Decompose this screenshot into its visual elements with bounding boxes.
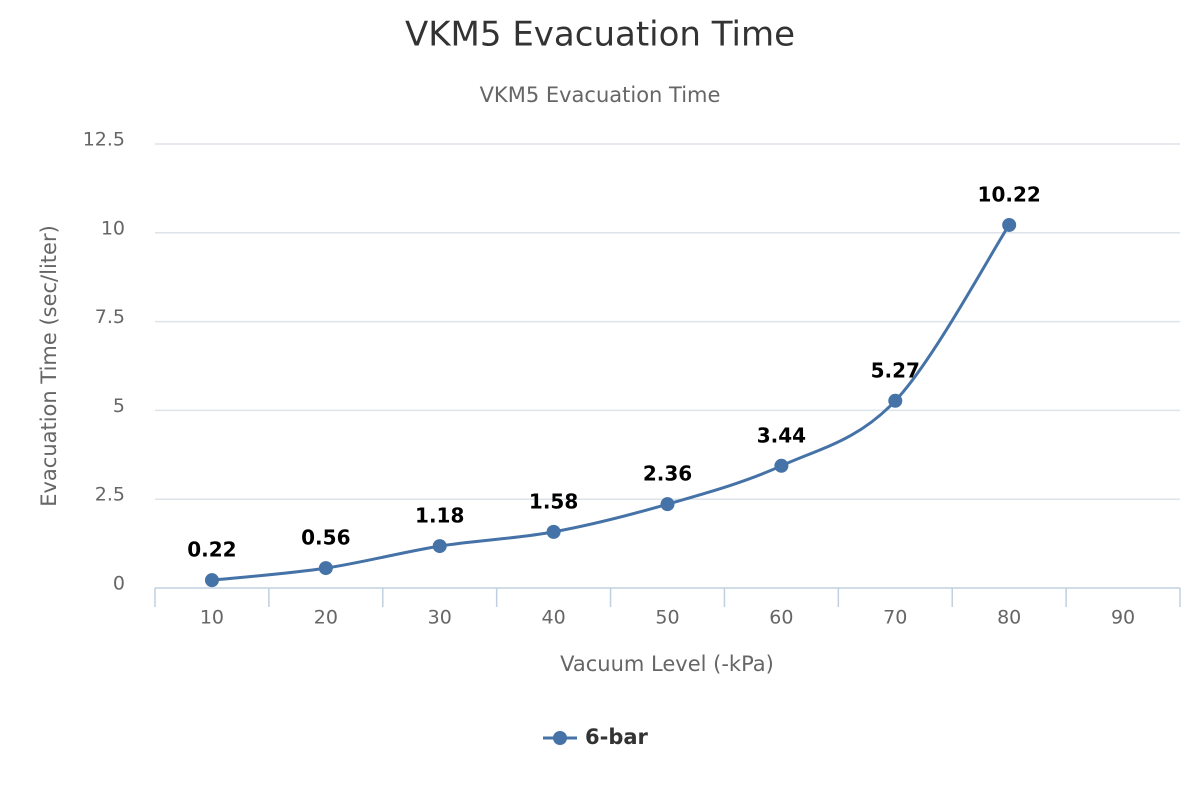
y-axis-title: Evacuation Time (sec/liter) <box>37 225 61 507</box>
chart-subtitle: VKM5 Evacuation Time <box>480 83 721 107</box>
chart-title: VKM5 Evacuation Time <box>405 15 795 55</box>
data-point <box>888 393 903 408</box>
data-point <box>660 497 675 512</box>
x-axis-title: Vacuum Level (-kPa) <box>560 652 774 676</box>
legend-label: 6-bar <box>585 725 649 749</box>
data-point <box>546 524 561 539</box>
legend-marker <box>553 731 567 745</box>
y-tick-label: 0 <box>113 573 125 595</box>
data-label: 3.44 <box>757 423 806 447</box>
data-label: 5.27 <box>871 358 920 382</box>
x-tick-label: 80 <box>997 607 1021 629</box>
x-tick-label: 70 <box>883 607 907 629</box>
x-tick-label: 40 <box>542 607 566 629</box>
y-tick-label: 7.5 <box>95 306 125 328</box>
data-point <box>1002 217 1017 232</box>
data-point <box>318 561 333 576</box>
data-point <box>204 573 219 588</box>
x-tick-label: 10 <box>200 607 224 629</box>
data-label: 0.56 <box>301 526 350 550</box>
data-label: 0.22 <box>187 538 236 562</box>
y-tick-label: 10 <box>101 217 125 239</box>
x-tick-label: 20 <box>314 607 338 629</box>
data-label: 1.58 <box>529 489 578 513</box>
data-label: 1.18 <box>415 504 464 528</box>
x-tick-label: 50 <box>655 607 679 629</box>
y-tick-label: 2.5 <box>95 484 125 506</box>
x-tick-label: 60 <box>769 607 793 629</box>
x-tick-label: 30 <box>428 607 452 629</box>
y-tick-label: 12.5 <box>83 129 125 151</box>
data-label: 10.22 <box>978 182 1041 206</box>
data-label: 2.36 <box>643 462 692 486</box>
x-tick-label: 90 <box>1111 607 1135 629</box>
data-point <box>432 539 447 554</box>
y-tick-label: 5 <box>113 395 125 417</box>
data-point <box>774 458 789 473</box>
